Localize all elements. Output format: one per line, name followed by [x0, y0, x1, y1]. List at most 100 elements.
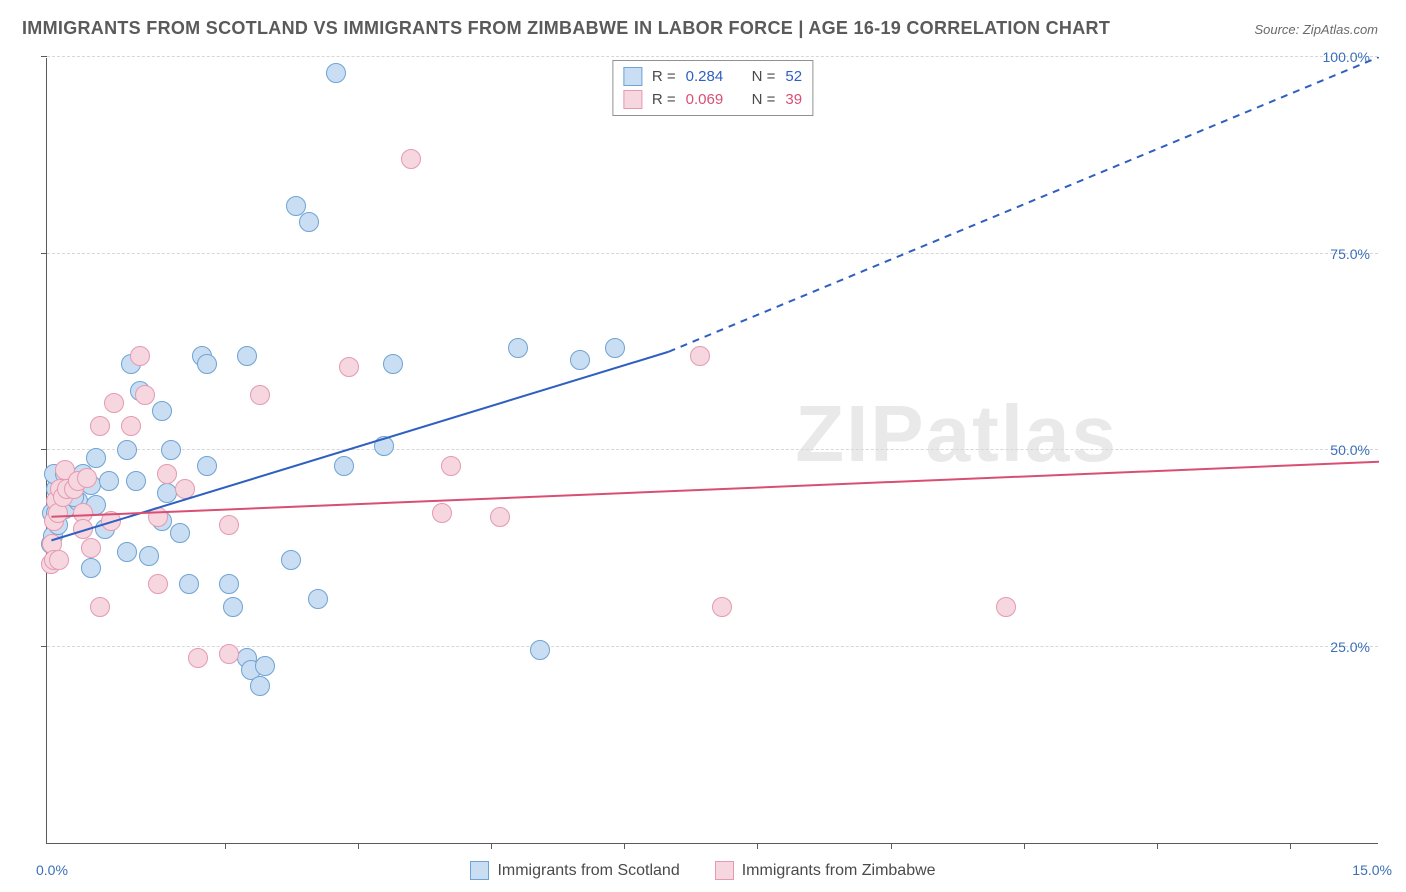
x-tick	[1290, 843, 1291, 849]
y-tick	[41, 56, 47, 57]
point-scotland	[250, 676, 270, 696]
x-axis-min-label: 0.0%	[36, 862, 68, 878]
swatch-icon	[623, 67, 642, 86]
n-label: N =	[752, 68, 776, 85]
point-scotland	[197, 354, 217, 374]
r-label: R =	[652, 91, 676, 108]
swatch-icon	[470, 861, 489, 880]
point-zimbabwe	[148, 507, 168, 527]
x-tick	[891, 843, 892, 849]
point-zimbabwe	[77, 468, 97, 488]
point-zimbabwe	[104, 393, 124, 413]
legend-item-scotland: Immigrants from Scotland	[470, 861, 679, 880]
swatch-icon	[623, 90, 642, 109]
point-scotland	[255, 656, 275, 676]
point-zimbabwe	[712, 597, 732, 617]
point-scotland	[170, 523, 190, 543]
watermark: ZIPatlas	[795, 388, 1118, 480]
point-zimbabwe	[148, 574, 168, 594]
point-zimbabwe	[490, 507, 510, 527]
x-tick	[225, 843, 226, 849]
point-zimbabwe	[219, 644, 239, 664]
point-scotland	[219, 574, 239, 594]
point-scotland	[117, 542, 137, 562]
r-value: 0.284	[686, 68, 742, 85]
x-tick	[757, 843, 758, 849]
source-attribution: Source: ZipAtlas.com	[1254, 22, 1378, 37]
gridline	[47, 449, 1378, 450]
point-scotland	[374, 436, 394, 456]
x-tick	[1024, 843, 1025, 849]
n-value: 52	[785, 68, 802, 85]
point-scotland	[86, 448, 106, 468]
point-scotland	[530, 640, 550, 660]
legend-row-zimbabwe: R = 0.069 N = 39	[623, 88, 802, 111]
y-tick	[41, 646, 47, 647]
point-zimbabwe	[339, 357, 359, 377]
point-zimbabwe	[157, 464, 177, 484]
n-value: 39	[785, 91, 802, 108]
trend-overlay	[47, 57, 1379, 843]
point-zimbabwe	[81, 538, 101, 558]
point-zimbabwe	[401, 149, 421, 169]
point-zimbabwe	[441, 456, 461, 476]
point-zimbabwe	[175, 479, 195, 499]
x-tick	[358, 843, 359, 849]
point-scotland	[223, 597, 243, 617]
point-scotland	[326, 63, 346, 83]
r-value: 0.069	[686, 91, 742, 108]
point-scotland	[117, 440, 137, 460]
point-zimbabwe	[101, 511, 121, 531]
point-scotland	[161, 440, 181, 460]
x-tick	[1157, 843, 1158, 849]
series-legend: Immigrants from Scotland Immigrants from …	[0, 861, 1406, 880]
point-zimbabwe	[135, 385, 155, 405]
gridline	[47, 646, 1378, 647]
point-scotland	[81, 558, 101, 578]
x-axis-max-label: 15.0%	[1352, 862, 1392, 878]
point-zimbabwe	[73, 519, 93, 539]
point-zimbabwe	[130, 346, 150, 366]
point-scotland	[139, 546, 159, 566]
x-tick	[491, 843, 492, 849]
point-zimbabwe	[432, 503, 452, 523]
point-zimbabwe	[188, 648, 208, 668]
point-scotland	[383, 354, 403, 374]
r-label: R =	[652, 68, 676, 85]
n-label: N =	[752, 91, 776, 108]
point-zimbabwe	[690, 346, 710, 366]
gridline	[47, 56, 1378, 57]
point-zimbabwe	[90, 416, 110, 436]
y-tick	[41, 253, 47, 254]
point-scotland	[605, 338, 625, 358]
plot-area: ZIPatlas R = 0.284 N = 52 R = 0.069 N = 39 25.0…	[46, 58, 1378, 844]
point-zimbabwe	[90, 597, 110, 617]
point-scotland	[570, 350, 590, 370]
trend-line-zimbabwe	[51, 462, 1379, 517]
y-tick-label: 75.0%	[1330, 246, 1370, 262]
y-tick-label: 50.0%	[1330, 442, 1370, 458]
point-zimbabwe	[219, 515, 239, 535]
chart-title: IMMIGRANTS FROM SCOTLAND VS IMMIGRANTS F…	[22, 18, 1110, 39]
point-scotland	[152, 401, 172, 421]
point-scotland	[99, 471, 119, 491]
y-tick	[41, 449, 47, 450]
point-scotland	[334, 456, 354, 476]
point-scotland	[179, 574, 199, 594]
point-scotland	[197, 456, 217, 476]
y-tick-label: 100.0%	[1323, 49, 1370, 65]
trend-line-scotland	[51, 352, 668, 541]
gridline	[47, 253, 1378, 254]
correlation-legend: R = 0.284 N = 52 R = 0.069 N = 39	[612, 60, 813, 116]
x-tick	[624, 843, 625, 849]
point-zimbabwe	[49, 550, 69, 570]
y-tick-label: 25.0%	[1330, 639, 1370, 655]
legend-item-zimbabwe: Immigrants from Zimbabwe	[715, 861, 936, 880]
point-scotland	[308, 589, 328, 609]
point-scotland	[508, 338, 528, 358]
swatch-icon	[715, 861, 734, 880]
legend-row-scotland: R = 0.284 N = 52	[623, 65, 802, 88]
point-scotland	[299, 212, 319, 232]
legend-label: Immigrants from Zimbabwe	[742, 862, 936, 880]
legend-label: Immigrants from Scotland	[497, 862, 679, 880]
